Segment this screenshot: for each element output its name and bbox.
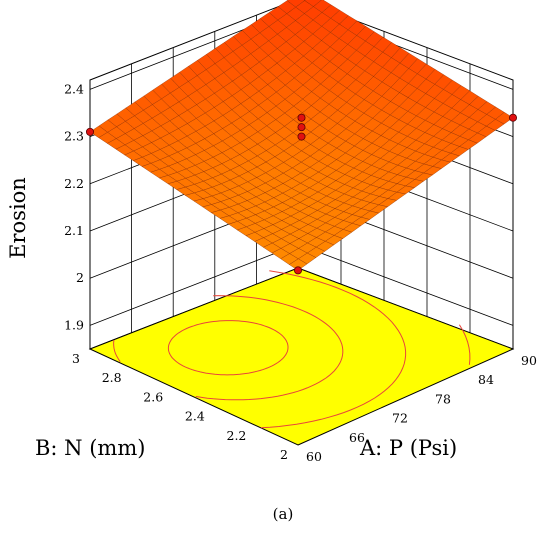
design-point-6 [297, 113, 306, 122]
z-tick-label-4: 2.3 [64, 129, 84, 144]
contour-line-0 [167, 320, 289, 376]
design-point-0 [293, 266, 302, 275]
x-tick-label-3: 78 [435, 391, 451, 406]
z-tick-label-0: 1.9 [64, 317, 84, 332]
x-tick-label-0: 60 [306, 449, 322, 464]
z-tick-label-3: 2.2 [64, 176, 84, 191]
tick-labels: 1.9 2 2.1 2.2 2.3 2.4 2 2.2 2.4 2.6 2.8 3 60 66 72 78 84… [64, 81, 537, 464]
y-tick-label-2: 2.4 [185, 409, 205, 424]
contour-line-3 [458, 324, 471, 365]
y-tick-label-1: 2.2 [227, 428, 247, 443]
contour-floor [88, 267, 515, 446]
design-point-5 [297, 123, 306, 132]
z-tick-label-5: 2.4 [64, 81, 84, 96]
response-surface [89, 0, 514, 271]
z-axis-title: Erosion [6, 177, 30, 259]
y-tick-label-0: 2 [280, 447, 288, 462]
design-point-2 [86, 127, 95, 136]
y-tick-label-5: 3 [72, 351, 80, 366]
x-tick-label-1: 66 [349, 430, 365, 445]
x-tick-label-4: 84 [478, 372, 494, 387]
figure-caption: (a) [273, 505, 294, 523]
y-tick-label-4: 2.8 [102, 370, 122, 385]
y-axis-title: B: N (mm) [35, 436, 145, 460]
z-tick-label-2: 2.1 [64, 223, 84, 238]
x-axis-title: A: P (Psi) [359, 436, 457, 460]
design-points [86, 113, 517, 275]
surface-cell [288, 258, 308, 271]
design-point-4 [297, 132, 306, 141]
contour-line-1 [113, 295, 344, 401]
floor-plane [88, 267, 515, 446]
x-tick-label-2: 72 [392, 411, 408, 426]
y-tick-label-3: 2.6 [143, 389, 163, 404]
design-point-1 [508, 113, 517, 122]
z-tick-label-1: 2 [76, 270, 84, 285]
x-tick-label-5: 90 [521, 353, 537, 368]
contour-line-2 [260, 270, 407, 429]
